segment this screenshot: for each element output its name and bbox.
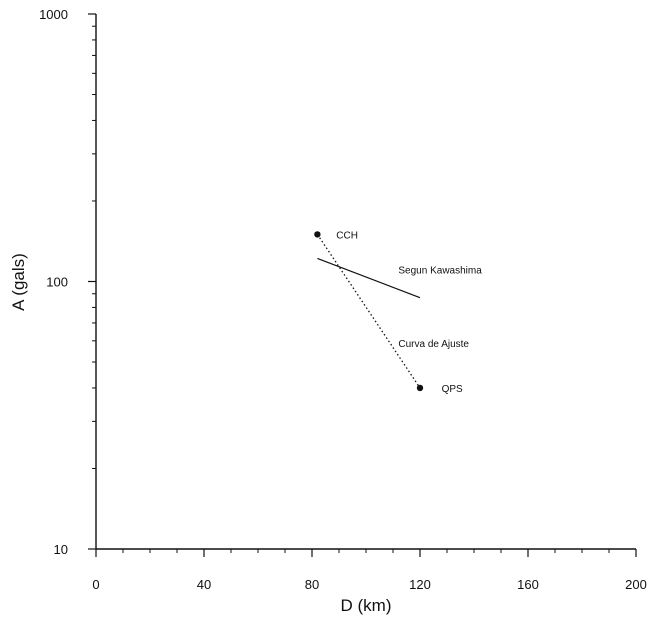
labels-layer: CCH Segun Kawashima Curva de Ajuste QPS [336,230,482,395]
x-tick-label: 80 [305,577,319,592]
points-layer [314,231,424,392]
x-tick-label: 200 [625,577,647,592]
y-tick-label: 10 [54,542,68,557]
series-line [317,257,421,299]
data-point [416,384,424,392]
x-tick-label: 160 [517,577,539,592]
annotation-label: QPS [442,384,463,395]
x-tick-label: 120 [409,577,431,592]
series-line [316,234,421,389]
x-axis-title: D (km) [341,596,392,615]
series-layer [316,234,421,389]
annotation-label: CCH [336,230,358,241]
x-tick-label: 40 [197,577,211,592]
y-tick-label: 1000 [39,7,68,22]
x-tick-label: 0 [92,577,99,592]
annotation-label: Curva de Ajuste [398,339,469,350]
data-point [314,231,321,238]
axes: 0 40 80 120 160 200 10 100 1000 [39,7,647,592]
annotation-label: Segun Kawashima [398,265,482,276]
y-tick-label: 100 [46,275,68,290]
y-axis-title: A (gals) [9,253,28,311]
